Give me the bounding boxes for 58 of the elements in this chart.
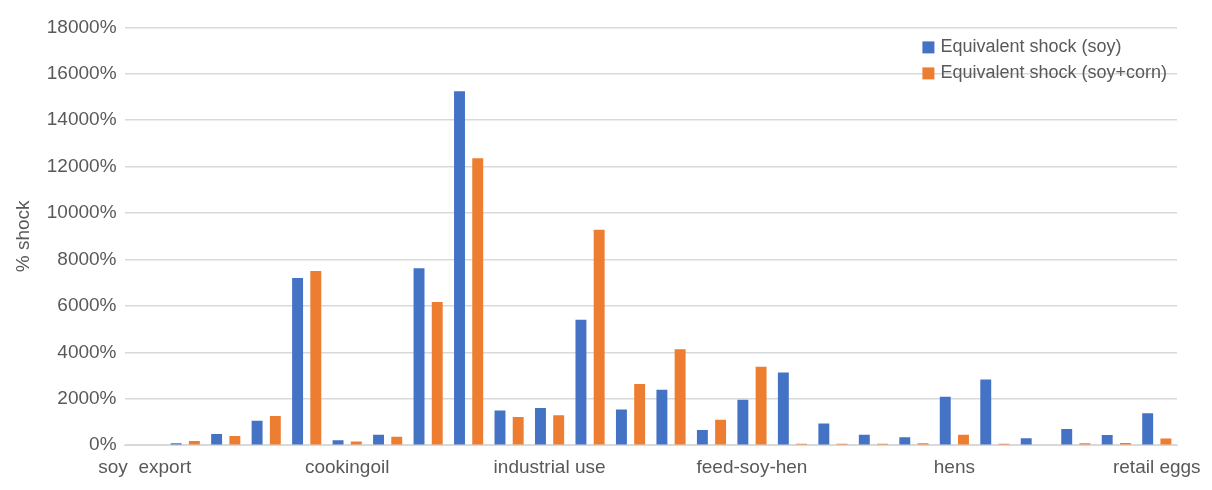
bar bbox=[512, 417, 524, 445]
bar bbox=[615, 409, 627, 445]
bar bbox=[575, 319, 587, 445]
y-tick-label: 8000% bbox=[57, 247, 117, 269]
bar bbox=[634, 383, 646, 445]
bar bbox=[431, 301, 443, 445]
bar bbox=[1020, 438, 1032, 445]
bar bbox=[373, 434, 385, 445]
bar bbox=[251, 420, 263, 445]
x-tick-label: feed-soy-hen bbox=[696, 455, 808, 477]
bar bbox=[1061, 428, 1073, 445]
y-tick-label: 16000% bbox=[46, 62, 117, 84]
x-tick-label: retail eggs bbox=[1112, 455, 1201, 477]
bar bbox=[755, 366, 767, 445]
bar bbox=[958, 434, 969, 445]
bar bbox=[777, 372, 789, 445]
y-tick-label: 6000% bbox=[57, 294, 117, 316]
x-tick-label: industrial use bbox=[493, 455, 606, 477]
x-tick-label: hens bbox=[933, 455, 975, 477]
bar bbox=[656, 389, 668, 445]
bar bbox=[553, 415, 565, 445]
bar bbox=[939, 396, 951, 445]
bar bbox=[1142, 413, 1154, 445]
bar bbox=[391, 436, 403, 445]
bar bbox=[1101, 434, 1113, 445]
bar bbox=[229, 435, 241, 445]
bar bbox=[715, 419, 727, 445]
x-tick-label: cookingoil bbox=[304, 455, 390, 477]
bar bbox=[350, 441, 362, 445]
bar bbox=[1160, 438, 1172, 445]
bar bbox=[292, 278, 304, 445]
bar bbox=[269, 415, 281, 445]
y-tick-label: 14000% bbox=[46, 108, 117, 130]
bar bbox=[593, 229, 605, 445]
y-tick-label: 2000% bbox=[57, 387, 117, 409]
y-axis-title: % shock bbox=[11, 199, 33, 273]
bar bbox=[535, 408, 546, 445]
y-tick-label: 0% bbox=[89, 433, 117, 455]
bar bbox=[674, 349, 686, 445]
bar bbox=[454, 91, 465, 445]
bar bbox=[413, 268, 425, 445]
bar bbox=[737, 399, 749, 445]
bar bbox=[332, 440, 344, 445]
bar bbox=[696, 430, 708, 445]
bar bbox=[858, 434, 870, 445]
bar bbox=[980, 379, 992, 445]
legend-label: Equivalent shock (soy) bbox=[940, 36, 1122, 57]
x-tick-label: soy export bbox=[98, 455, 192, 477]
y-tick-label: 10000% bbox=[46, 201, 117, 223]
bar bbox=[310, 270, 322, 445]
y-tick-label: 18000% bbox=[46, 15, 117, 37]
bar bbox=[472, 158, 484, 445]
y-tick-label: 4000% bbox=[57, 340, 117, 362]
y-tick-label: 12000% bbox=[46, 154, 117, 176]
bar bbox=[818, 423, 830, 445]
bar bbox=[211, 434, 223, 445]
legend-label: Equivalent shock (soy+corn) bbox=[940, 62, 1168, 83]
bar bbox=[899, 437, 911, 445]
